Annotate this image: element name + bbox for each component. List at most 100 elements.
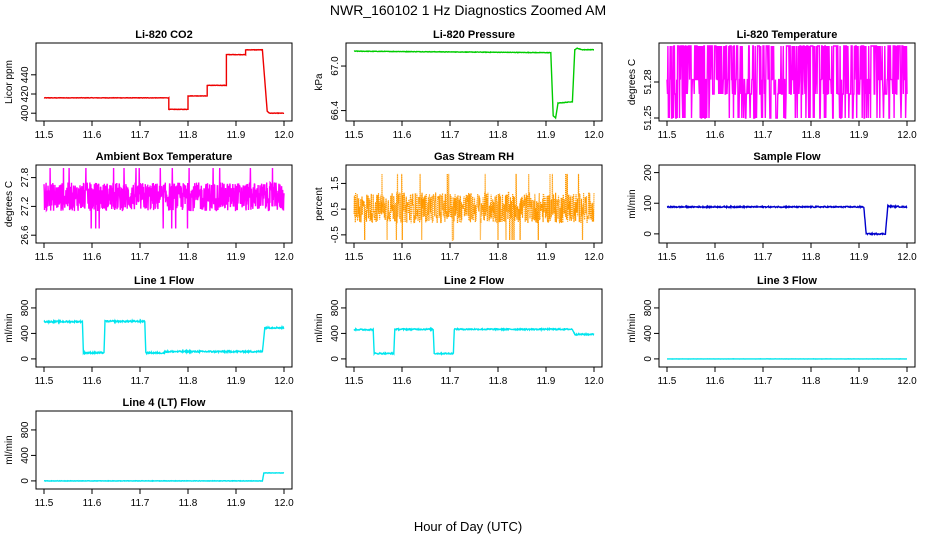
y-tick-label: 0 xyxy=(330,356,341,362)
x-tick-label: 12.0 xyxy=(897,252,917,263)
panel-8: Line 3 Flow 11.5 11.6 11.7 11.8 11.9 12.0 0 400 8… xyxy=(627,275,917,387)
series-line xyxy=(666,203,908,237)
y-axis-label: percent xyxy=(314,187,325,221)
y-tick-label: 400 xyxy=(330,325,341,342)
y-tick-label: 420 xyxy=(20,85,31,102)
y-tick-label: 0 xyxy=(20,356,31,362)
x-tick-label: 11.7 xyxy=(131,498,150,509)
x-tick-label: 12.0 xyxy=(897,376,917,387)
x-tick-label: 12.0 xyxy=(584,376,604,387)
panel-6: Line 1 Flow 11.5 11.6 11.7 11.8 11.9 12.0 0 400 8… xyxy=(4,275,294,387)
series-line xyxy=(353,173,595,241)
x-tick-label: 11.8 xyxy=(489,376,508,387)
y-axis-label: ml/min xyxy=(627,189,638,218)
plot-frame xyxy=(35,164,293,244)
x-tick-label: 11.5 xyxy=(658,376,677,387)
panel-title: Line 3 Flow xyxy=(757,275,817,287)
y-tick-label: 51.28 xyxy=(643,69,654,94)
x-tick-label: 11.5 xyxy=(345,376,364,387)
y-axis-label: kPa xyxy=(314,73,325,91)
panel-title: Li-820 Pressure xyxy=(433,29,515,41)
y-tick-label: 66.4 xyxy=(330,100,341,120)
panel-title: Gas Stream RH xyxy=(434,151,514,163)
y-tick-label: 100 xyxy=(643,194,654,211)
y-tick-label: 0.5 xyxy=(330,202,341,216)
y-tick-label: 400 xyxy=(20,325,31,342)
plot-frame xyxy=(35,42,293,122)
y-tick-label: 400 xyxy=(20,104,31,121)
x-tick-label: 11.6 xyxy=(83,252,102,263)
panel-7: Line 2 Flow 11.5 11.6 11.7 11.8 11.9 12.0 0 400 8… xyxy=(314,275,604,387)
x-tick-label: 11.7 xyxy=(754,130,773,141)
plot-frame xyxy=(345,42,603,122)
x-tick-label: 11.8 xyxy=(489,252,508,263)
figure-x-axis-label: Hour of Day (UTC) xyxy=(414,519,522,534)
y-tick-label: 0 xyxy=(20,478,31,484)
y-axis-label: ml/min xyxy=(314,313,325,342)
x-tick-label: 12.0 xyxy=(274,376,294,387)
y-axis-label: Licor ppm xyxy=(4,60,15,104)
panel-0: Li-820 CO2 11.5 11.6 11.7 11.8 11.9 12.0 400 420… xyxy=(4,29,294,141)
y-tick-label: 800 xyxy=(330,299,341,316)
x-tick-label: 11.9 xyxy=(850,252,869,263)
x-tick-label: 11.8 xyxy=(802,376,821,387)
x-tick-label: 11.9 xyxy=(227,376,246,387)
panel-5: Sample Flow 11.5 11.6 11.7 11.8 11.9 12.0 0 100 2… xyxy=(627,151,917,263)
x-tick-label: 11.9 xyxy=(227,130,246,141)
panels: Li-820 CO2 11.5 11.6 11.7 11.8 11.9 12.0 400 420… xyxy=(4,29,917,509)
x-tick-label: 11.8 xyxy=(802,252,821,263)
x-tick-label: 11.8 xyxy=(179,498,198,509)
x-tick-label: 12.0 xyxy=(274,498,294,509)
series-line xyxy=(43,471,285,483)
panel-title: Line 4 (LT) Flow xyxy=(123,397,206,409)
panel-1: Li-820 Pressure 11.5 11.6 11.7 11.8 11.9 12.0 6… xyxy=(314,29,604,141)
x-tick-label: 11.5 xyxy=(658,252,677,263)
x-tick-label: 12.0 xyxy=(584,130,604,141)
y-tick-label: 26.6 xyxy=(20,225,31,245)
panel-title: Li-820 Temperature xyxy=(737,29,838,41)
y-tick-label: 400 xyxy=(643,325,654,342)
y-tick-label: 800 xyxy=(20,421,31,438)
y-tick-label: -0.5 xyxy=(330,226,341,244)
y-axis-label: ml/min xyxy=(4,313,15,342)
panel-2: Li-820 Temperature 11.5 11.6 11.7 11.8 11.9 12… xyxy=(627,29,917,141)
panel-title: Line 2 Flow xyxy=(444,275,504,287)
series-line xyxy=(43,48,285,115)
y-tick-label: 27.8 xyxy=(20,167,31,187)
y-tick-label: 0 xyxy=(643,356,654,362)
y-tick-label: 200 xyxy=(643,164,654,181)
x-tick-label: 11.6 xyxy=(706,252,725,263)
x-tick-label: 12.0 xyxy=(274,252,294,263)
x-tick-label: 11.7 xyxy=(441,130,460,141)
plot-frame xyxy=(658,288,916,368)
y-axis-label: degrees C xyxy=(4,181,15,227)
x-tick-label: 11.8 xyxy=(802,130,821,141)
series-line xyxy=(43,318,285,356)
x-tick-label: 12.0 xyxy=(897,130,917,141)
y-tick-label: 1.5 xyxy=(330,176,341,190)
y-tick-label: 440 xyxy=(20,66,31,83)
x-tick-label: 11.9 xyxy=(227,252,246,263)
x-tick-label: 11.6 xyxy=(83,498,102,509)
x-tick-label: 12.0 xyxy=(584,252,604,263)
y-tick-label: 27.2 xyxy=(20,196,31,216)
y-axis-label: ml/min xyxy=(627,313,638,342)
panel-title: Line 1 Flow xyxy=(134,275,194,287)
x-tick-label: 11.7 xyxy=(441,252,460,263)
x-tick-label: 11.5 xyxy=(658,130,677,141)
x-tick-label: 11.6 xyxy=(83,376,102,387)
plot-frame xyxy=(658,164,916,244)
x-tick-label: 11.9 xyxy=(537,376,556,387)
x-tick-label: 11.6 xyxy=(393,252,412,263)
x-tick-label: 11.9 xyxy=(850,376,869,387)
plot-frame xyxy=(345,288,603,368)
x-tick-label: 11.5 xyxy=(35,498,54,509)
y-tick-label: 400 xyxy=(20,447,31,464)
plot-frame xyxy=(35,288,293,368)
x-tick-label: 12.0 xyxy=(274,130,294,141)
x-tick-label: 11.5 xyxy=(345,130,364,141)
plot-frame xyxy=(345,164,603,244)
x-tick-label: 11.5 xyxy=(345,252,364,263)
plot-frame xyxy=(35,410,293,490)
